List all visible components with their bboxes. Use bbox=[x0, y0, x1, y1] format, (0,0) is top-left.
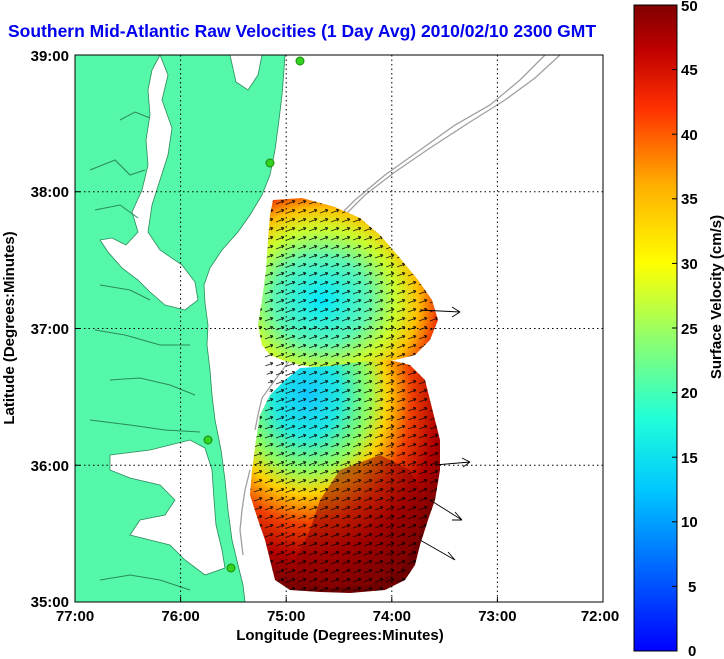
x-tick-label: 73:00 bbox=[478, 608, 516, 625]
station-marker bbox=[226, 563, 236, 573]
y-tick-label: 35:00 bbox=[31, 594, 69, 611]
colorbar bbox=[633, 4, 678, 652]
grid-lines bbox=[75, 55, 603, 602]
radar-stations bbox=[203, 56, 305, 573]
colorbar-tick-label: 5 bbox=[688, 579, 696, 596]
x-tick-label: 72:00 bbox=[581, 608, 619, 625]
colorbar-tick-label: 50 bbox=[681, 0, 698, 15]
y-tick-label: 37:00 bbox=[31, 321, 69, 338]
x-tick-label: 77:00 bbox=[56, 608, 94, 625]
colorbar-tick-label: 30 bbox=[681, 256, 698, 273]
chesapeake-bay bbox=[99, 55, 199, 311]
station-marker bbox=[265, 158, 275, 168]
outlier-vectors bbox=[419, 306, 471, 561]
station-marker bbox=[295, 56, 305, 66]
colorbar-tick-label: 15 bbox=[681, 450, 698, 467]
colorbar-tick-label: 35 bbox=[681, 191, 698, 208]
colorbar-tick-label: 25 bbox=[681, 321, 698, 338]
colorbar-tick-label: 0 bbox=[688, 643, 696, 659]
map-title: Southern Mid-Atlantic Raw Velocities (1 … bbox=[8, 21, 597, 41]
delaware-bay bbox=[229, 55, 263, 91]
rivers bbox=[89, 111, 201, 591]
colorbar-ticks bbox=[672, 4, 677, 587]
x-tick-label: 76:00 bbox=[161, 608, 199, 625]
colorbar-tick-label: 40 bbox=[681, 127, 698, 144]
tick-marks bbox=[75, 191, 498, 602]
colorbar-label: Surface Velocity (cm/s) bbox=[708, 215, 724, 379]
y-tick-label: 39:00 bbox=[31, 48, 69, 65]
y-tick-label: 38:00 bbox=[31, 184, 69, 201]
x-tick-label: 74:00 bbox=[373, 608, 411, 625]
station-marker bbox=[203, 435, 213, 445]
y-axis-label: Latitude (Degrees:Minutes) bbox=[1, 231, 18, 424]
y-tick-label: 36:00 bbox=[31, 458, 69, 475]
colorbar-tick-label: 20 bbox=[681, 385, 698, 402]
colorbar-tick-label: 45 bbox=[681, 62, 698, 79]
pamlico-sound bbox=[109, 439, 226, 576]
x-tick-label: 75:00 bbox=[267, 608, 305, 625]
x-axis-label: Longitude (Degrees:Minutes) bbox=[236, 627, 444, 644]
velocity-vectors bbox=[250, 198, 440, 593]
colorbar-tick-label: 10 bbox=[681, 514, 698, 531]
